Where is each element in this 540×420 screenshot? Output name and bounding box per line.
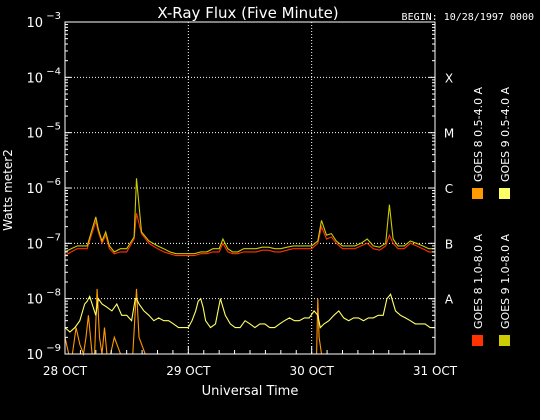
legend-swatch-2 [472, 188, 483, 199]
y-tick-exponent: −9 [46, 343, 61, 354]
series-line-2 [64, 288, 435, 357]
y-tick-label: 10 [26, 293, 43, 308]
x-tick-label: 29 OCT [166, 364, 211, 378]
flare-class-X: X [445, 71, 453, 85]
x-tick-label: 30 OCT [290, 364, 335, 378]
grid-lines [65, 22, 435, 354]
plot-frame [64, 21, 436, 355]
y-tick-exponent: −7 [46, 232, 61, 243]
y-tick-label: 10 [26, 348, 43, 363]
flare-class-C: C [445, 182, 453, 196]
x-tick-label: 31 OCT [413, 364, 458, 378]
y-tick-exponent: −8 [46, 288, 61, 299]
legend-label-3: GOES 9 1.0-8.0 A [499, 233, 512, 329]
legend-label-2: GOES 8 0.5-4.0 A [472, 86, 485, 182]
chart-title: X-Ray Flux (Five Minute) [157, 4, 338, 22]
legend-swatch-4 [499, 188, 510, 199]
series-line-3 [64, 178, 435, 255]
y-axis-label: Watts meter2 [1, 149, 15, 231]
flare-class-A: A [445, 293, 454, 307]
flare-class-M: M [444, 127, 454, 141]
y-tick-label: 10 [26, 16, 43, 31]
series-lines [64, 178, 435, 357]
legend: GOES 8 1.0-8.0 A GOES 8 0.5-4.0 A GOES 9 1… [472, 86, 512, 346]
y-tick-label: 10 [26, 127, 43, 142]
x-axis-label: Universal Time [202, 384, 299, 399]
y-tick-exponent: −6 [46, 177, 61, 188]
y-tick-exponent: −3 [46, 11, 61, 22]
series-line-1 [64, 213, 435, 257]
legend-label-1: GOES 8 1.0-8.0 A [472, 233, 485, 329]
begin-label: BEGIN: 10/28/1997 0000 [402, 12, 534, 23]
x-tick-label: 28 OCT [43, 364, 88, 378]
legend-label-4: GOES 9 0.5-4.0 A [499, 86, 512, 182]
y-tick-label: 10 [26, 237, 43, 252]
y-tick-label: 10 [26, 182, 43, 197]
legend-swatch-3 [499, 335, 510, 346]
legend-swatch-1 [472, 335, 483, 346]
y-tick-exponent: −4 [46, 66, 61, 77]
y-tick-label: 10 [26, 71, 43, 86]
series-line-4 [64, 293, 435, 333]
y-tick-exponent: −5 [46, 122, 61, 133]
flare-class-B: B [445, 237, 453, 251]
